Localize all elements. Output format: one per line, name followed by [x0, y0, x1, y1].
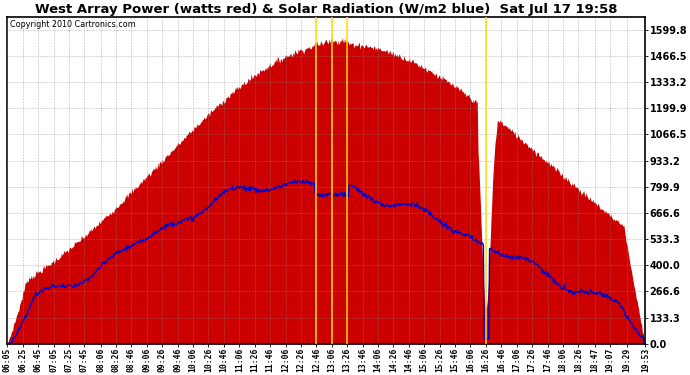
Title: West Array Power (watts red) & Solar Radiation (W/m2 blue)  Sat Jul 17 19:58: West Array Power (watts red) & Solar Rad… — [35, 3, 618, 16]
Text: Copyright 2010 Cartronics.com: Copyright 2010 Cartronics.com — [10, 20, 136, 29]
